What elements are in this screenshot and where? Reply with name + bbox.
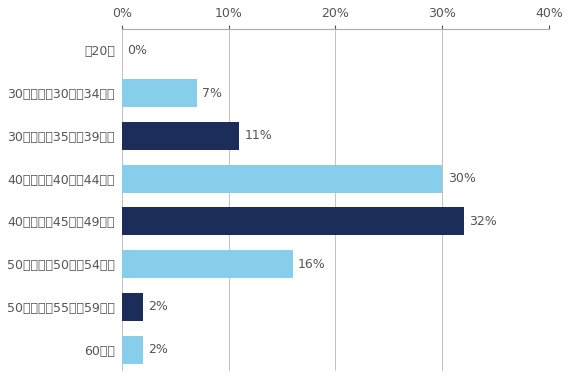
- Bar: [122, 336, 143, 364]
- Text: 11%: 11%: [245, 129, 272, 143]
- Text: 32%: 32%: [469, 215, 496, 228]
- Bar: [122, 208, 463, 235]
- Bar: [122, 79, 197, 107]
- Text: 2%: 2%: [148, 301, 168, 313]
- Bar: [122, 293, 143, 321]
- Text: 16%: 16%: [298, 258, 326, 271]
- Text: 7%: 7%: [202, 87, 222, 100]
- Bar: [122, 250, 293, 278]
- Text: 2%: 2%: [148, 343, 168, 356]
- Text: 30%: 30%: [447, 172, 475, 185]
- Bar: [122, 122, 239, 150]
- Bar: [122, 165, 442, 192]
- Text: 0%: 0%: [127, 44, 147, 57]
